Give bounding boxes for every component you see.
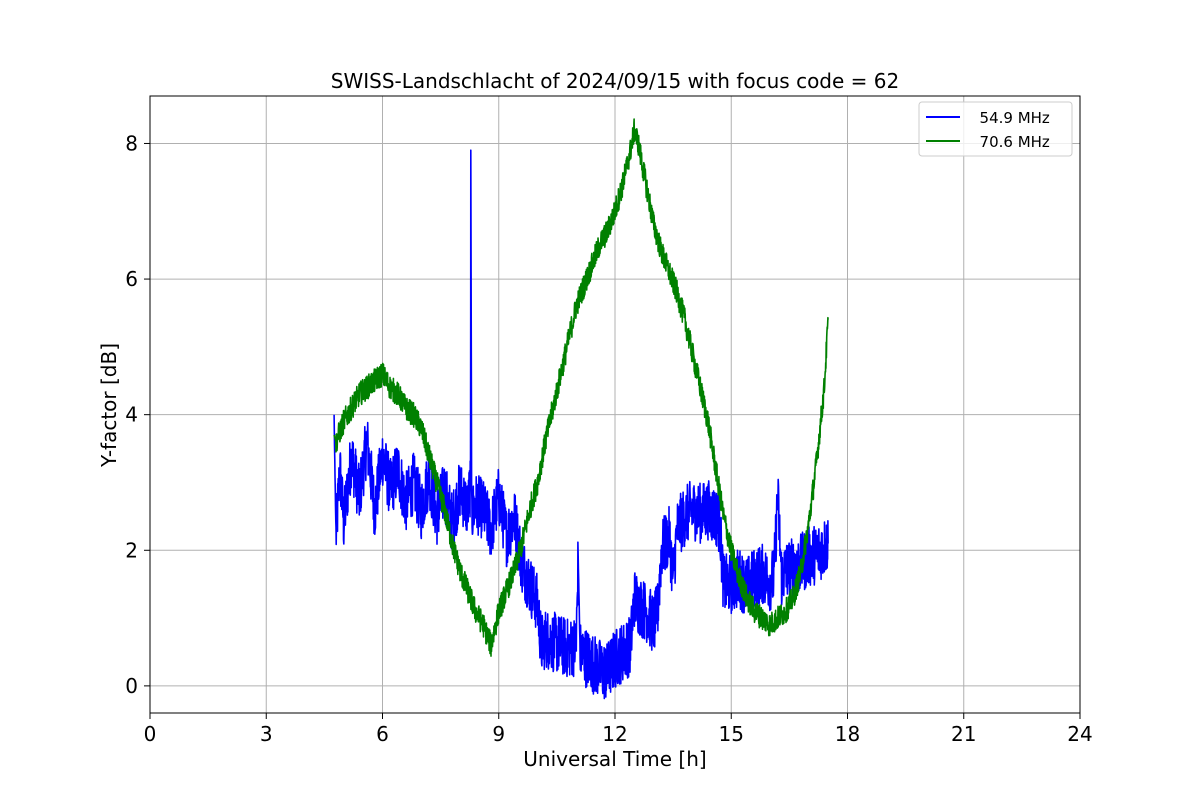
x-tick-label: 3 (260, 722, 273, 746)
y-axis-label: Y-factor [dB] (97, 343, 121, 468)
x-axis-label: Universal Time [h] (523, 747, 706, 771)
chart-title: SWISS-Landschlacht of 2024/09/15 with fo… (331, 69, 899, 93)
x-tick-label: 9 (492, 722, 505, 746)
legend-label-series-1: 70.6 MHz (970, 133, 1050, 151)
plot-area (333, 118, 829, 700)
y-tick-label: 6 (125, 267, 138, 291)
y-tick-label: 2 (125, 538, 138, 562)
x-tick-label: 0 (144, 722, 157, 746)
x-tick-label: 15 (719, 722, 744, 746)
series-line-1 (333, 118, 829, 657)
y-tick-label: 8 (125, 131, 138, 155)
legend-box (918, 101, 1073, 157)
legend: 54.9 MHz 70.6 MHz (918, 101, 1073, 157)
y-tick-label: 0 (125, 674, 138, 698)
y-tick-label: 4 (125, 403, 138, 427)
legend-label-series-0: 54.9 MHz (970, 109, 1050, 127)
x-tick-label: 6 (376, 722, 389, 746)
x-tick-label: 18 (835, 722, 860, 746)
series-line-0 (333, 149, 829, 700)
x-tick-label: 12 (602, 722, 627, 746)
x-tick-label: 24 (1067, 722, 1092, 746)
x-tick-label: 21 (951, 722, 976, 746)
